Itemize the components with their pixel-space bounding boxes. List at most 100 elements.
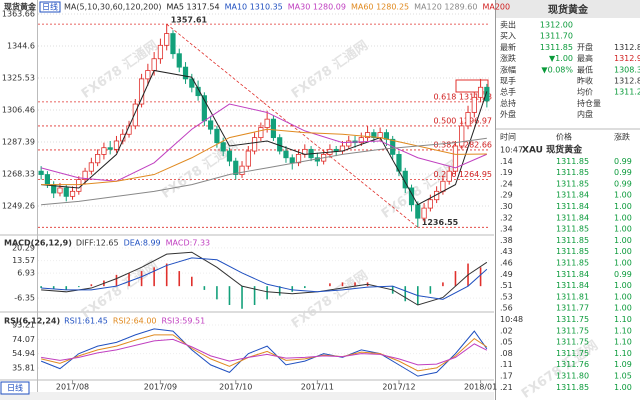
candle-body <box>364 132 371 139</box>
quote-value: ▼1.00 <box>549 54 573 63</box>
tick-time: .08 <box>500 349 513 358</box>
panel-title: RSI(6,12,24) <box>4 317 60 326</box>
indicator-line <box>41 69 488 206</box>
quote-label: 现手 <box>500 76 516 86</box>
tick-price: 1311.84 <box>556 202 589 211</box>
tick-price: 1311.75 <box>556 326 589 335</box>
candle-body <box>214 128 220 144</box>
tick-change: 1.10 <box>614 326 632 335</box>
candle-body <box>107 147 113 150</box>
quote-label: 涨幅 <box>500 64 516 74</box>
quote-value: 1312.85 <box>614 43 640 52</box>
fib-label: 0.618 1311.28 <box>433 92 492 101</box>
tick-change: 1.10 <box>614 315 632 324</box>
panel-title: MACD(26,12,9) <box>4 239 72 248</box>
candle-body <box>465 112 471 127</box>
quote-label: 外盘 <box>500 109 516 119</box>
tick-price: 1311.85 <box>556 225 589 234</box>
tick-change: 1.00 <box>614 236 632 245</box>
candle-body <box>208 120 214 130</box>
candle-body <box>69 190 76 197</box>
quote-value: 1312.00 <box>540 21 573 30</box>
tick-change: 1.00 <box>614 304 632 313</box>
tick-time: .34 <box>500 225 513 234</box>
indicator-line <box>40 328 488 377</box>
tick-change: 1.00 <box>614 225 632 234</box>
overlay-label: XAU 现货黄金 <box>522 144 583 156</box>
legend-entry: RSI3:59.51 <box>162 317 206 326</box>
tick-time: 10:48 <box>500 315 523 324</box>
tick-price: 1311.85 <box>556 247 589 256</box>
tick-time: .46 <box>500 259 513 268</box>
x-tick-label: 2017/12 <box>382 383 415 392</box>
quote-value: 1312.92 <box>614 54 640 63</box>
tick-price: 1311.80 <box>556 372 589 381</box>
tick-price: 1311.76 <box>556 360 589 369</box>
candle-body <box>63 187 69 197</box>
candle-body <box>258 127 264 139</box>
indicator-line <box>41 137 487 206</box>
tick-change: 1.10 <box>614 338 632 347</box>
candle-body <box>138 78 145 105</box>
legend-entry: RSI1:61.45 <box>64 317 108 326</box>
candle-body <box>471 96 477 113</box>
tick-change: 1.00 <box>614 259 632 268</box>
candle-body <box>38 170 44 175</box>
quote-label: 持仓量 <box>577 98 601 108</box>
candle-body <box>195 86 201 97</box>
tab-bar <box>0 392 494 400</box>
indicator-line <box>41 338 488 366</box>
candle-body <box>95 154 101 164</box>
y-tick-label: 35.81 <box>12 364 35 373</box>
candle-body <box>427 199 433 209</box>
candle-body <box>82 170 88 180</box>
tick-price: 1311.85 <box>556 236 589 245</box>
quote-label: 总持 <box>500 98 516 108</box>
candle-body <box>440 180 446 192</box>
candle-body <box>176 53 182 68</box>
highlight-box <box>455 79 489 93</box>
tick-price: 1311.75 <box>556 349 589 358</box>
tick-time: .38 <box>500 236 513 245</box>
candle-body <box>113 140 120 150</box>
y-tick-label: 1344.6 <box>7 41 35 50</box>
candle-body <box>245 150 251 167</box>
tick-time: .56 <box>500 304 513 313</box>
legend-entry: MA5 1317.54 <box>167 3 220 12</box>
legend-entry: RSI2:64.00 <box>113 317 157 326</box>
y-tick-label: 20.29 <box>12 243 35 252</box>
quote-label: 均价 <box>577 87 593 97</box>
tick-time: 10:47 <box>500 146 523 155</box>
tick-time: .30 <box>500 202 513 211</box>
tick-price: 1311.84 <box>556 191 589 200</box>
panel-title: 现货黄金 <box>4 2 37 12</box>
indicator-label: MA(5,10,30,60,120,200) <box>64 3 162 12</box>
tick-price: 1311.75 <box>556 315 589 324</box>
candle-body <box>270 118 277 139</box>
candle-body <box>264 118 270 128</box>
candle-body <box>233 160 239 175</box>
candle-body <box>157 44 164 60</box>
tab-label[interactable]: 日线 <box>7 383 23 393</box>
candle-body <box>239 165 245 175</box>
quote-value: 1311.26 <box>614 88 640 97</box>
tick-price: 1311.85 <box>556 168 589 177</box>
tick-time: .49 <box>500 270 513 279</box>
quote-header <box>496 0 640 18</box>
legend-entry: DIFF:12.65 <box>76 239 119 248</box>
period-box <box>39 1 61 13</box>
tick-change: 1.00 <box>614 292 632 301</box>
indicator-line <box>41 334 488 372</box>
candle-body <box>289 157 295 164</box>
tick-change: 1.00 <box>614 213 632 222</box>
tab[interactable] <box>0 381 30 395</box>
x-tick-label: 2018/01 <box>464 383 497 392</box>
candle-body <box>371 132 377 139</box>
tick-price: 1311.75 <box>556 338 589 347</box>
tick-time: .29 <box>500 191 513 200</box>
x-tick-label: 2017/10 <box>219 383 252 392</box>
legend-entry: MA120 1289.60 <box>414 3 477 12</box>
candle-body <box>408 187 415 206</box>
